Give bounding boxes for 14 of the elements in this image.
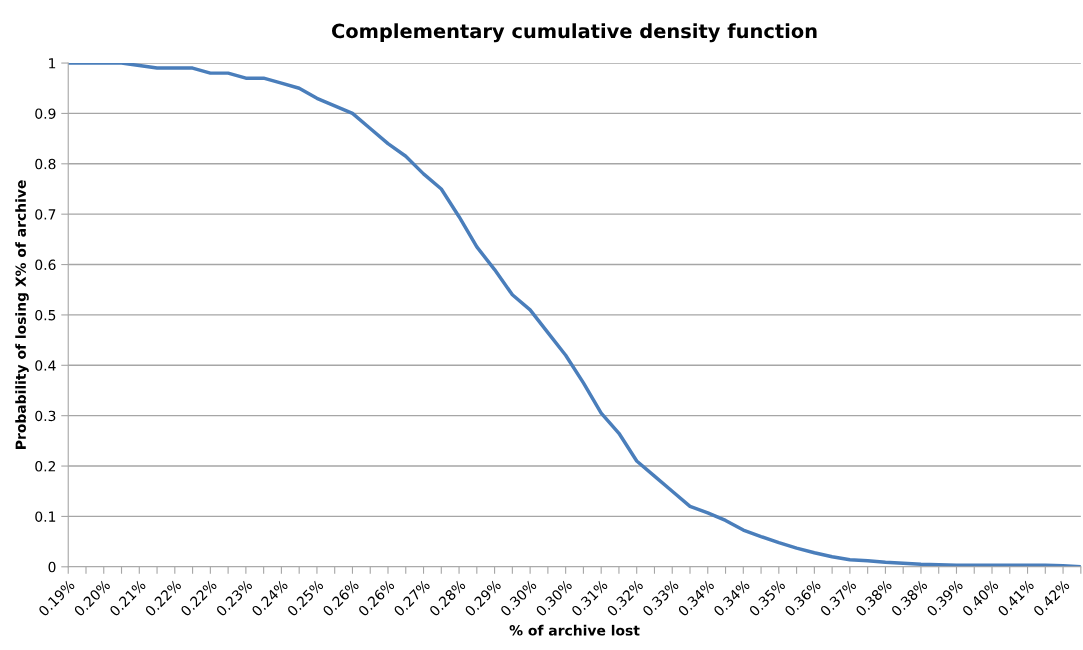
y-tick-label: 0.1	[35, 511, 56, 522]
y-tick-label: 0.6	[35, 259, 56, 271]
y-tick-label: 0.4	[35, 360, 56, 371]
y-tick-label: 0.8	[35, 158, 56, 170]
y-tick-label: 0.3	[35, 410, 56, 422]
y-axis-title: Probability of losing X% of archive	[15, 180, 29, 449]
y-tick-label: 0	[48, 561, 56, 573]
y-tick-label: 0.7	[35, 209, 56, 220]
chart-title: Complementary cumulative density function	[331, 23, 817, 43]
x-axis-title: % of archive lost	[509, 624, 640, 636]
y-tick-label: 0.9	[35, 108, 56, 119]
y-tick-label: 0.5	[35, 309, 56, 321]
y-tick-label: 1	[49, 58, 56, 69]
y-tick-label: 0.2	[35, 461, 56, 472]
